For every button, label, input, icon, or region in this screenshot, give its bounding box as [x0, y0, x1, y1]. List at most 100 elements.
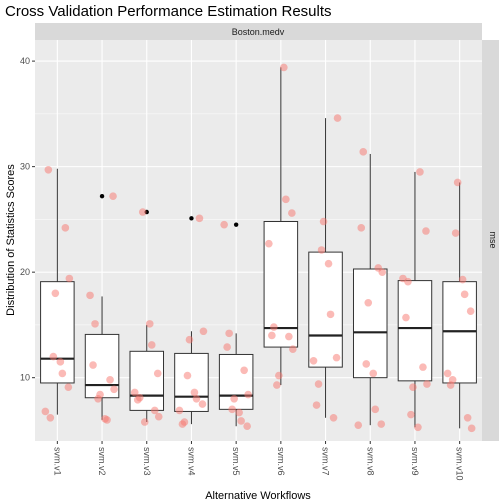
data-point — [94, 394, 102, 403]
data-point — [443, 369, 452, 378]
box-iqr — [352, 268, 388, 379]
data-point — [175, 406, 184, 415]
facet-strip-right — [482, 40, 499, 441]
box-iqr — [397, 280, 433, 382]
data-point — [270, 323, 278, 331]
data-point — [106, 375, 114, 384]
data-point — [362, 360, 371, 368]
data-point — [288, 209, 296, 217]
data-point — [51, 289, 60, 298]
x-tick-label: svm.v5 — [231, 447, 241, 476]
y-tick-label: 10 — [20, 373, 30, 383]
data-point — [402, 313, 410, 322]
data-point — [145, 320, 154, 328]
data-point — [404, 277, 412, 286]
data-point — [89, 361, 97, 369]
data-point — [265, 239, 273, 248]
data-point — [364, 298, 373, 307]
data-point — [198, 400, 207, 408]
data-point — [185, 335, 194, 344]
data-point — [223, 343, 231, 351]
data-point — [153, 369, 162, 378]
data-point — [225, 329, 233, 338]
data-point — [133, 396, 142, 404]
data-point — [354, 421, 363, 429]
x-tick-label: svm.v10 — [455, 447, 465, 481]
box-svm.v10 — [442, 182, 477, 429]
data-point — [312, 401, 321, 409]
data-point — [377, 420, 386, 428]
data-point — [61, 224, 70, 232]
data-point — [319, 217, 328, 226]
data-point — [371, 405, 380, 414]
data-point — [190, 388, 199, 397]
data-point — [359, 148, 368, 156]
outlier-point — [189, 216, 194, 221]
data-point — [369, 369, 378, 378]
data-point — [409, 383, 417, 391]
data-point — [423, 380, 431, 388]
data-point — [326, 310, 335, 319]
data-point — [140, 418, 149, 426]
data-point — [416, 168, 424, 176]
data-point — [138, 208, 147, 216]
facet-strip-top — [35, 23, 482, 40]
data-point — [460, 290, 469, 299]
data-point — [86, 291, 94, 300]
y-tick-label: 20 — [20, 267, 30, 277]
data-point — [357, 224, 366, 232]
data-point — [419, 363, 427, 371]
x-axis: svm.v1 svm.v2 svm.v3 svm.v4 svm.v5 svm.v6 svm.… — [52, 441, 465, 481]
jitter-points — [41, 63, 476, 433]
x-tick-label: svm.v2 — [97, 447, 107, 476]
data-point — [332, 353, 341, 362]
box-layer — [40, 67, 477, 429]
y-tick-label: 40 — [20, 56, 30, 66]
box-svm.v7 — [308, 118, 343, 418]
data-point — [220, 220, 228, 229]
data-point — [333, 114, 342, 122]
data-point — [64, 383, 73, 391]
data-point — [44, 165, 53, 174]
data-point — [285, 332, 293, 341]
x-tick-label: svm.v3 — [142, 447, 152, 476]
data-point — [199, 327, 208, 336]
data-point — [91, 320, 99, 328]
facet-label-right: mse — [488, 231, 498, 248]
box-iqr — [308, 251, 343, 368]
x-tick-label: svm.v1 — [52, 447, 62, 476]
y-tick-label: 30 — [20, 162, 30, 172]
box-svm.v1 — [40, 168, 75, 415]
data-point — [275, 371, 283, 380]
data-point — [463, 413, 472, 422]
data-point — [230, 394, 238, 403]
data-point — [228, 405, 236, 414]
data-point — [317, 246, 326, 254]
data-point — [378, 268, 387, 276]
data-point — [109, 192, 117, 200]
data-point — [150, 406, 159, 415]
data-point — [110, 385, 118, 394]
data-point — [192, 394, 201, 403]
data-point — [49, 352, 58, 361]
y-axis-title: Distribution of Statistics Scores — [5, 164, 17, 316]
x-axis-title: Alternative Workflows — [205, 490, 311, 502]
data-point — [414, 423, 422, 432]
x-tick-label: svm.v4 — [186, 447, 196, 476]
x-tick-label: svm.v6 — [276, 447, 286, 476]
data-point — [237, 417, 245, 425]
data-point — [244, 390, 252, 399]
x-tick-label: svm.v9 — [410, 447, 420, 476]
data-point — [268, 331, 276, 340]
x-tick-label: svm.v8 — [365, 447, 375, 476]
box-svm.v3 — [129, 209, 165, 423]
data-point — [103, 416, 111, 424]
data-point — [147, 341, 156, 349]
data-point — [46, 413, 55, 422]
data-point — [183, 371, 192, 380]
data-point — [243, 422, 251, 431]
data-point — [41, 407, 50, 416]
data-point — [446, 381, 455, 389]
chart-title: Cross Validation Performance Estimation … — [5, 3, 332, 20]
